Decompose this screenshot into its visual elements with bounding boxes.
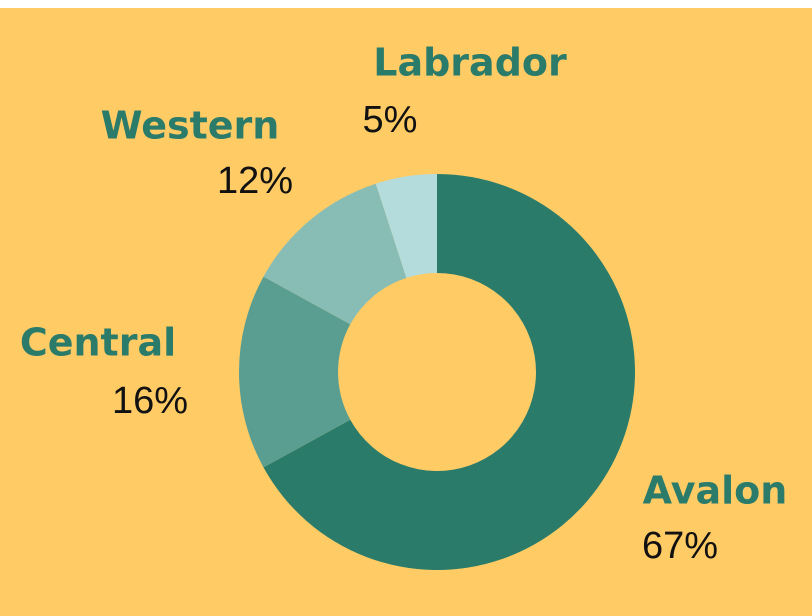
slice-label: Labrador: [373, 41, 567, 85]
slice-label: Western: [101, 104, 280, 148]
slice-label: Central: [20, 321, 176, 365]
slice-value-label: 67%: [642, 525, 718, 567]
slice-label: Avalon: [643, 469, 788, 513]
slice-value-label: 12%: [217, 160, 293, 202]
slice-value-label: 5%: [363, 99, 418, 141]
donut-slice: [263, 183, 407, 325]
slice-value-label: 16%: [112, 380, 188, 422]
donut-slice: [239, 276, 351, 468]
donut-slice: [263, 173, 635, 570]
donut-slice: [375, 174, 437, 278]
